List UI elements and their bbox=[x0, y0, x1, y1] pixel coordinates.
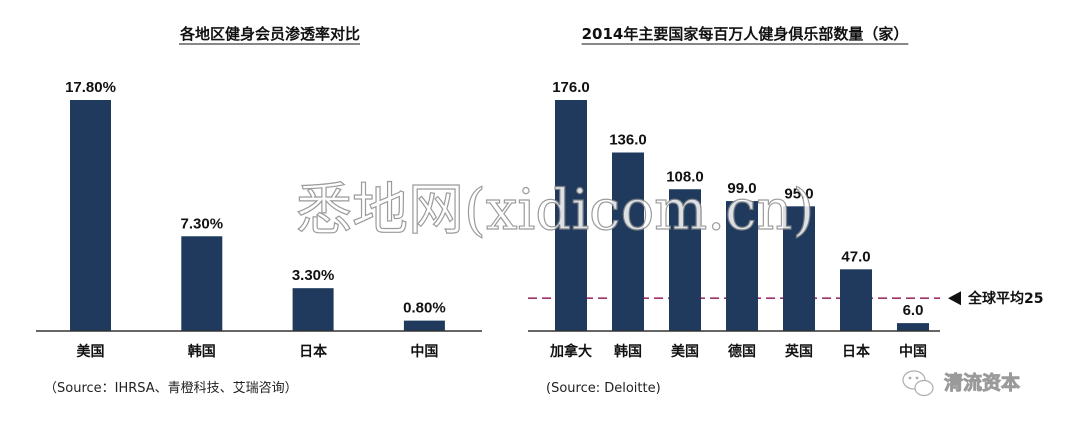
data-label: 3.30% bbox=[292, 267, 335, 284]
chart-right: 2014年主要国家每百万人健身俱乐部数量（家） 176.0加拿大136.0韩国1… bbox=[528, 25, 1043, 396]
tick-label: 美国 bbox=[671, 343, 699, 360]
data-label: 136.0 bbox=[609, 132, 647, 149]
source-note: (Source: Deloitte) bbox=[546, 381, 661, 396]
tick-label: 中国 bbox=[899, 343, 927, 360]
data-label: 47.0 bbox=[841, 248, 870, 265]
tick-label: 加拿大 bbox=[549, 343, 592, 360]
chart-left: 各地区健身会员渗透率对比 17.80% 美国 7.30% 韩国 3.30% 日本 0.80%… bbox=[36, 25, 482, 396]
bar bbox=[292, 288, 334, 331]
bar bbox=[70, 100, 111, 331]
data-label: 95.0 bbox=[784, 185, 813, 202]
chart-title: 2014年主要国家每百万人健身俱乐部数量（家） bbox=[582, 25, 909, 43]
bar bbox=[612, 152, 644, 331]
wechat-icon bbox=[902, 370, 934, 397]
bar bbox=[555, 100, 587, 331]
bar bbox=[181, 236, 223, 331]
data-label: 17.80% bbox=[65, 79, 116, 96]
bars-group: 176.0 加拿大 136.0 韩国 108.0 美国 99.0 德国 95.0 英国 47.0 日本… bbox=[549, 79, 929, 360]
brand-name: 清流资本 bbox=[944, 371, 1020, 394]
data-label: 108.0 bbox=[666, 168, 704, 185]
tick-label: 德国 bbox=[728, 343, 756, 360]
data-label: 176.0 bbox=[552, 79, 590, 96]
chart-title: 各地区健身会员渗透率对比 bbox=[179, 25, 360, 43]
data-label: 99.0 bbox=[727, 180, 756, 197]
bars-group: 17.80% 美国 7.30% 韩国 3.30% 日本 0.80% 中国 bbox=[65, 79, 446, 360]
bar bbox=[726, 201, 758, 331]
left-arrow-icon bbox=[948, 291, 961, 306]
bar bbox=[403, 320, 445, 331]
tick-label: 韩国 bbox=[188, 343, 216, 360]
tick-label: 英国 bbox=[784, 343, 813, 360]
tick-label: 日本 bbox=[842, 343, 871, 360]
bar bbox=[840, 269, 872, 331]
tick-label: 美国 bbox=[77, 343, 105, 360]
bar bbox=[669, 189, 701, 331]
source-note: （Source：IHRSA、青橙科技、艾瑞咨询） bbox=[44, 381, 298, 396]
data-label: 7.30% bbox=[181, 215, 224, 232]
data-label: 0.80% bbox=[403, 300, 446, 317]
watermark: 悉地网(xidicom.cn) bbox=[296, 178, 814, 243]
brand-mark: 清流资本 bbox=[902, 370, 1020, 397]
tick-label: 韩国 bbox=[614, 343, 642, 360]
data-label: 6.0 bbox=[903, 302, 924, 319]
tick-label: 日本 bbox=[299, 343, 328, 360]
tick-label: 中国 bbox=[410, 343, 438, 360]
average-label: 全球平均25 bbox=[967, 290, 1043, 307]
bar bbox=[783, 206, 815, 331]
bar bbox=[897, 323, 929, 331]
